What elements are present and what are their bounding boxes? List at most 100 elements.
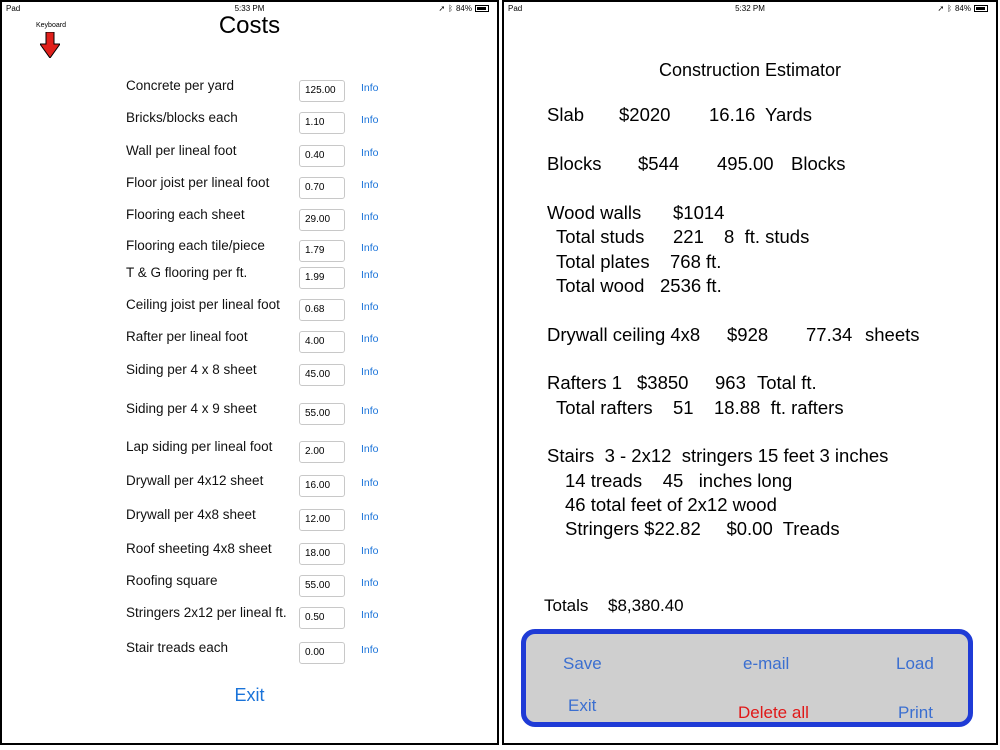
cost-value-field[interactable]: 55.00 [299,575,345,597]
battery-percent: 84% [954,4,971,13]
cost-value-field[interactable]: 0.50 [299,607,345,629]
cost-row: Roofing square 55.00 Info [2,573,497,597]
drywall-label: Drywall ceiling 4x8 [547,324,701,345]
info-link[interactable]: Info [361,82,379,94]
cost-value-field[interactable]: 18.00 [299,543,345,565]
cost-value-field[interactable]: 55.00 [299,403,345,425]
cost-value-field[interactable]: 125.00 [299,80,345,102]
blocks-cost: $544 [638,153,680,174]
page-title: Costs [218,12,281,39]
save-button[interactable]: Save [563,654,602,673]
slab-cost: $2020 [619,104,671,125]
cost-row: T & G flooring per ft. 1.99 Info [2,265,497,289]
info-link[interactable]: Info [361,443,379,455]
info-link[interactable]: Info [361,545,379,557]
cost-row: Lap siding per lineal foot 2.00 Info [2,439,497,463]
info-link[interactable]: Info [361,609,379,621]
info-link[interactable]: Info [361,333,379,345]
slab-unit: Yards [765,104,812,125]
info-link[interactable]: Info [361,269,379,281]
keyboard-dismiss-arrow-icon[interactable] [40,32,60,58]
cost-row-label: Siding per 4 x 8 sheet [126,362,257,377]
cost-value-field[interactable]: 0.68 [299,299,345,321]
cost-row-label: Roof sheeting 4x8 sheet [126,541,272,556]
cost-row: Siding per 4 x 9 sheet 55.00 Info [2,401,497,425]
cost-row-label: Lap siding per lineal foot [126,439,273,454]
slab-label: Slab [547,104,585,125]
status-time: 5:33 PM [234,4,265,13]
cost-value-field[interactable]: 45.00 [299,364,345,386]
cost-value-field[interactable]: 2.00 [299,441,345,463]
cost-value-field[interactable]: 1.99 [299,267,345,289]
email-button[interactable]: e-mail [743,654,790,673]
estimator-panel: Pad 5:32 PM ➚ ᛒ 84% Construction Estimat… [502,0,998,745]
cost-row-label: Concrete per yard [126,78,235,93]
cost-row-label: Flooring each tile/piece [126,238,265,253]
battery-icon [974,5,988,12]
total-rafters-ft: 18.88 ft. rafters [714,397,844,418]
cost-value-field[interactable]: 1.79 [299,240,345,262]
cost-row: Bricks/blocks each 1.10 Info [2,110,497,134]
location-icon: ➚ [438,4,446,13]
cost-row-label: Roofing square [126,573,218,588]
info-link[interactable]: Info [361,644,379,656]
rafters-label: Rafters 1 [547,372,623,393]
total-wood-value: 2536 ft. [660,275,722,296]
info-link[interactable]: Info [361,405,379,417]
cost-value-field[interactable]: 12.00 [299,509,345,531]
cost-value-field[interactable]: 0.40 [299,145,345,167]
cost-row: Stringers 2x12 per lineal ft. 0.50 Info [2,605,497,629]
slab-qty: 16.16 [709,104,756,125]
rafters-qty: 963 [715,372,746,393]
cost-value-field[interactable]: 1.10 [299,112,345,134]
print-button[interactable]: Print [898,703,933,722]
studs-label: Total studs [556,226,645,247]
info-link[interactable]: Info [361,211,379,223]
battery-percent: 84% [455,4,472,13]
bluetooth-icon: ᛒ [947,4,952,13]
plates-value: 768 ft. [670,251,722,272]
info-link[interactable]: Info [361,147,379,159]
cost-row: Rafter per lineal foot 4.00 Info [2,329,497,353]
cost-value-field[interactable]: 4.00 [299,331,345,353]
total-rafters-label: Total rafters [556,397,653,418]
cost-row-label: Drywall per 4x8 sheet [126,507,256,522]
cost-row-label: Floor joist per lineal foot [126,175,270,190]
cost-value-field[interactable]: 0.70 [299,177,345,199]
cost-row-label: Wall per lineal foot [126,143,237,158]
bluetooth-icon: ᛒ [448,4,453,13]
info-link[interactable]: Info [361,301,379,313]
info-link[interactable]: Info [361,511,379,523]
info-link[interactable]: Info [361,477,379,489]
cost-row-label: Siding per 4 x 9 sheet [126,401,257,416]
exit-button[interactable]: Exit [568,696,597,715]
info-link[interactable]: Info [361,114,379,126]
info-link[interactable]: Info [361,179,379,191]
cost-row-label: Flooring each sheet [126,207,245,222]
exit-button[interactable]: Exit [234,685,265,705]
totals-label: Totals [544,596,589,615]
info-link[interactable]: Info [361,577,379,589]
cost-row: Floor joist per lineal foot 0.70 Info [2,175,497,199]
status-bar: Pad 5:32 PM ➚ ᛒ 84% [508,4,992,16]
delete-all-button[interactable]: Delete all [738,703,809,722]
stairs-line-4: Stringers $22.82 $0.00 Treads [565,518,840,539]
cost-row: Flooring each sheet 29.00 Info [2,207,497,231]
cost-row-label: T & G flooring per ft. [126,265,248,280]
cost-row: Stair treads each 0.00 Info [2,640,497,664]
stairs-line-3: 46 total feet of 2x12 wood [565,494,777,515]
cost-value-field[interactable]: 16.00 [299,475,345,497]
action-bar: Save e-mail Load Exit Delete all Print [521,629,973,727]
info-link[interactable]: Info [361,366,379,378]
costs-panel: Pad 5:33 PM ➚ ᛒ 84% Keyboard Costs Concr… [0,0,499,745]
wood-walls-cost: $1014 [673,202,725,223]
cost-value-field[interactable]: 29.00 [299,209,345,231]
load-button[interactable]: Load [896,654,934,673]
cost-row: Roof sheeting 4x8 sheet 18.00 Info [2,541,497,565]
cost-value-field[interactable]: 0.00 [299,642,345,664]
battery-icon [475,5,489,12]
cost-row-label: Stringers 2x12 per lineal ft. [126,605,287,620]
rafters-cost: $3850 [637,372,689,393]
info-link[interactable]: Info [361,242,379,254]
drywall-qty: 77.34 [806,324,853,345]
